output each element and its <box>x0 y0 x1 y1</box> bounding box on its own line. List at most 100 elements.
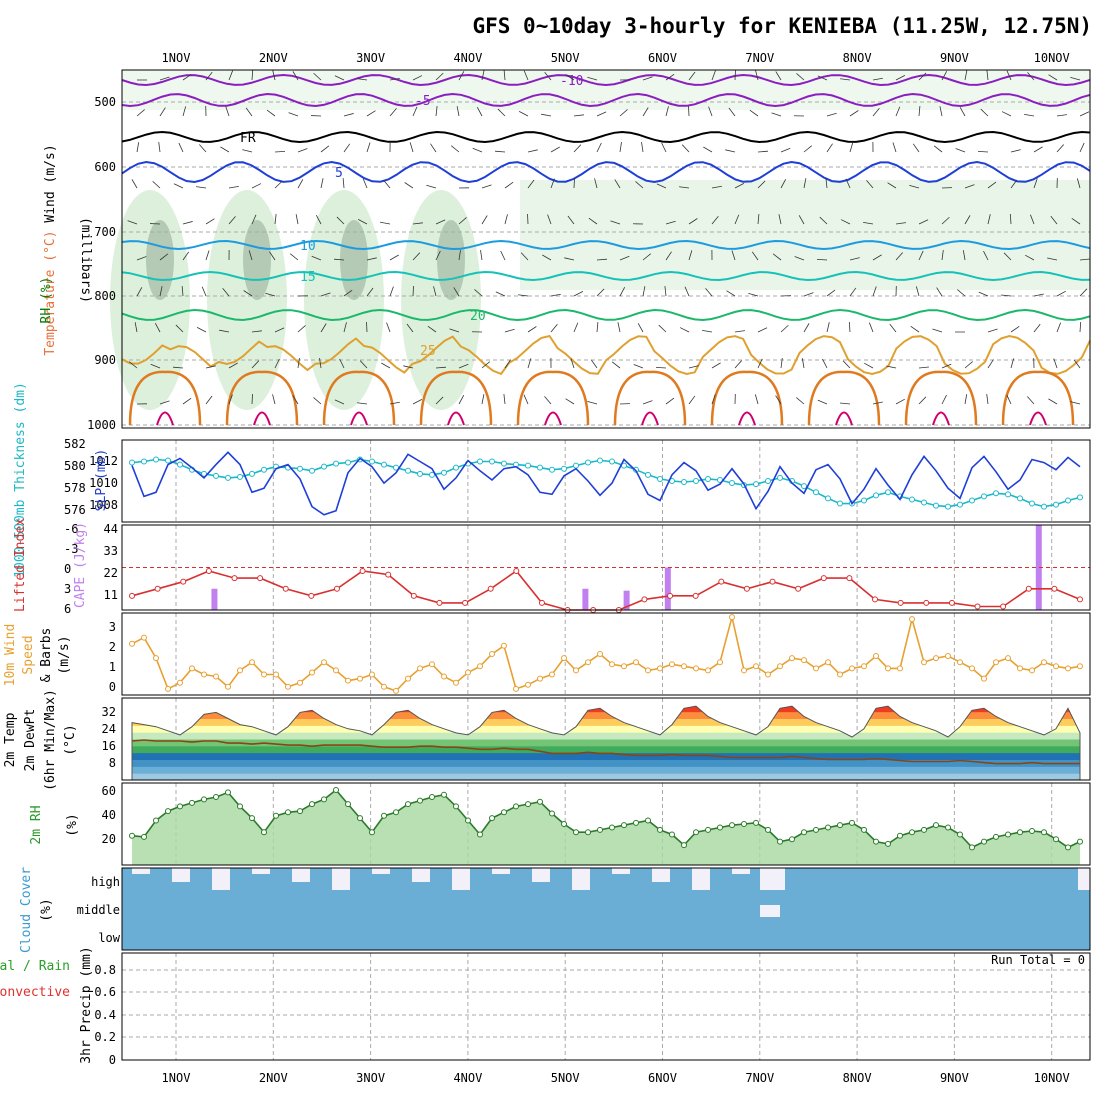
wind-barb <box>778 214 782 225</box>
wind-barb <box>987 214 991 225</box>
rh-series-point <box>993 833 999 840</box>
wind-barb <box>895 252 903 261</box>
rh-series-point <box>717 824 723 831</box>
rh-ylabel: 2m RH <box>29 805 44 844</box>
thickness-series-point <box>261 466 267 473</box>
day-label-top: 10NOV <box>1034 51 1070 65</box>
wind-barb <box>664 286 667 297</box>
wind-barb <box>941 250 944 261</box>
cloud-cover-area <box>122 868 1090 950</box>
wind-barb <box>435 366 446 369</box>
thickness-series-point <box>825 495 831 502</box>
day-label-bottom: 2NOV <box>259 1071 288 1085</box>
contour-label: FR <box>240 131 256 146</box>
wind-speed-series-point <box>501 642 507 649</box>
wind-speed-series-point <box>441 673 447 680</box>
wind-barb <box>681 144 690 153</box>
rh-series-point <box>345 801 351 808</box>
temp-tick: 32 <box>102 705 116 719</box>
rh-shade <box>401 190 481 410</box>
rh-series-point <box>729 822 735 829</box>
li-series-point <box>231 575 238 582</box>
wind-barb <box>366 257 377 261</box>
wind-barb <box>412 285 414 297</box>
wind-barb <box>503 394 506 405</box>
thickness-series-point <box>477 458 483 465</box>
wind-speed-series-point <box>861 663 867 670</box>
wind-barb <box>481 394 485 405</box>
rh-shade-band <box>520 180 1090 290</box>
li-tick: 0 <box>64 562 71 576</box>
wind-barb <box>1030 214 1035 225</box>
day-label-bottom: 10NOV <box>1034 1071 1070 1085</box>
wind-barb <box>504 328 515 333</box>
wind-speed-series-point <box>273 671 279 678</box>
wind-barb <box>840 78 851 81</box>
wind-barb <box>1010 149 1021 153</box>
rh-series-point <box>921 826 927 833</box>
wind-barb <box>655 366 667 369</box>
rh-series-point <box>753 819 759 826</box>
wind-barb <box>794 256 805 261</box>
wind-barb <box>242 149 253 153</box>
wind-barb <box>872 77 883 81</box>
wind-speed-series-point <box>381 683 387 690</box>
thickness-series-point <box>381 461 387 468</box>
rh-series-point <box>981 838 987 845</box>
wind-barb <box>751 251 759 261</box>
wind-barb <box>476 106 483 117</box>
high-cloud-gap <box>452 868 470 890</box>
temp-ylabel-line: 2m Temp <box>3 712 18 767</box>
wind-speed-series-point <box>189 665 195 672</box>
wind-barb <box>412 106 418 117</box>
high-cloud-gap <box>412 868 430 882</box>
cloud-tick: middle <box>77 903 120 917</box>
wind-barb <box>228 216 236 225</box>
wind-barb <box>458 394 465 405</box>
wind-barb <box>803 178 807 189</box>
wind-barb <box>1071 218 1081 225</box>
wind-barb <box>803 323 810 333</box>
wind-barb <box>269 251 276 261</box>
wind-barb <box>201 286 207 297</box>
temp-tick: 8 <box>109 756 116 770</box>
wind-barb <box>1027 396 1035 405</box>
wind-barb <box>941 70 948 81</box>
thickness-series-point <box>225 474 231 481</box>
li-series-point <box>1000 603 1007 610</box>
rh-series-point <box>621 822 627 829</box>
wind-barb <box>642 253 652 261</box>
wind-barb <box>403 365 414 369</box>
rh-series-point <box>417 797 423 804</box>
temperature-contour <box>121 308 1091 322</box>
wind-barb <box>245 107 253 117</box>
li-series-point <box>846 575 853 582</box>
wind-barb <box>679 186 690 189</box>
thickness-series-point <box>765 478 771 484</box>
wind-barb <box>708 106 713 117</box>
wind-barb <box>1053 358 1058 369</box>
wind-barb <box>228 186 239 189</box>
temp-color-band <box>132 739 1080 747</box>
thickness-series-point <box>753 481 759 488</box>
high-cloud-gap <box>132 868 150 874</box>
wind-barb <box>500 250 506 261</box>
rh-series-point <box>321 796 327 803</box>
wind-barb <box>228 70 233 81</box>
wind-barb <box>941 394 947 405</box>
wind-speed-series-point <box>909 616 915 623</box>
wind-barb <box>389 78 400 81</box>
warm-core-contour <box>447 411 465 426</box>
wind-barb <box>1079 142 1085 153</box>
wind-barb <box>272 394 276 405</box>
high-cloud-gap <box>252 868 270 874</box>
li-tick: -3 <box>64 542 78 556</box>
wind-speed-series-point <box>885 665 891 672</box>
wind-barb <box>1027 72 1035 81</box>
cloud-ylabel-unit: (%) <box>39 898 54 921</box>
wind-barb <box>869 322 874 333</box>
wind-speed-series-point <box>621 663 627 670</box>
wind-barb <box>1010 179 1018 189</box>
wind-barb <box>199 144 207 153</box>
thickness-tick: 580 <box>64 459 86 473</box>
